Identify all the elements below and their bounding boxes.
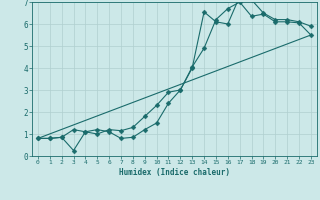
X-axis label: Humidex (Indice chaleur): Humidex (Indice chaleur) bbox=[119, 168, 230, 177]
